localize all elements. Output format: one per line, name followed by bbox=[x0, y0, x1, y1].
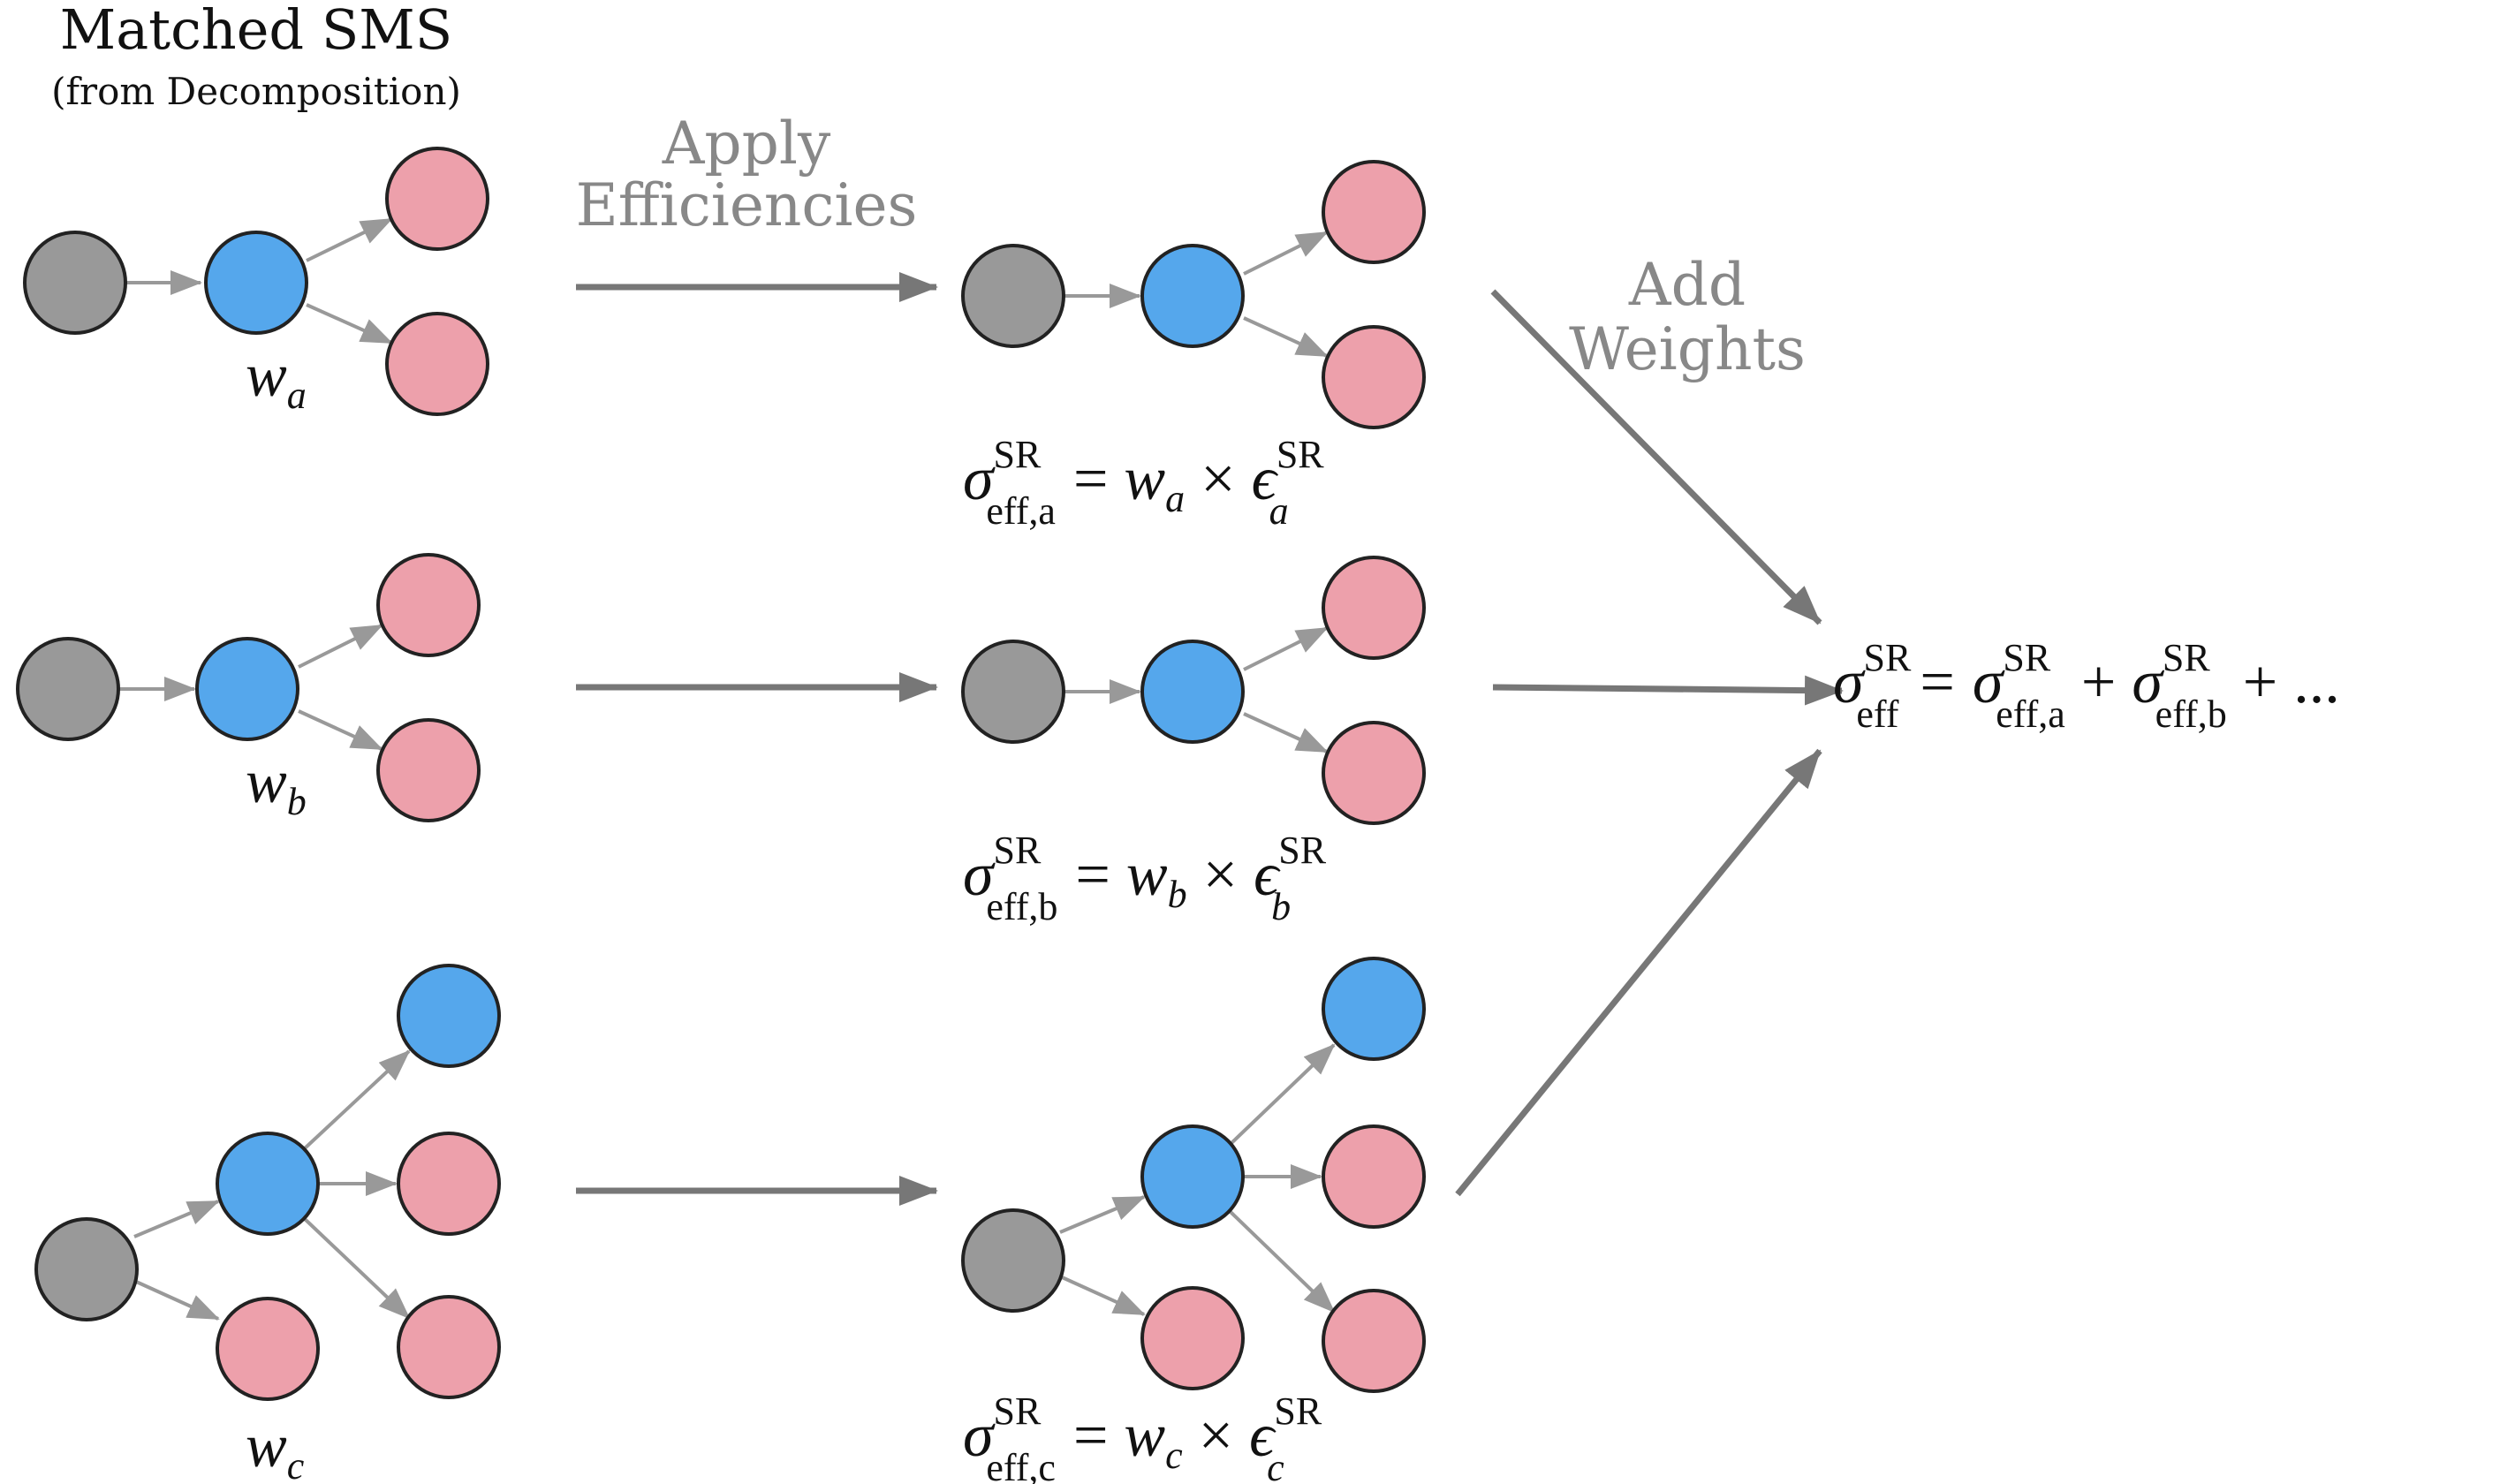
add-arrow-c bbox=[1455, 748, 1822, 1197]
parent-node-gray bbox=[961, 1208, 1065, 1313]
equation-b: σSR eff,b = wb × ϵSR b bbox=[963, 829, 1327, 928]
add-arrow-b bbox=[1492, 675, 1844, 706]
edge bbox=[298, 709, 383, 751]
daughter-node-blue bbox=[1322, 957, 1426, 1061]
parent-node-gray bbox=[961, 244, 1065, 348]
weight-label-a: wa bbox=[246, 342, 307, 417]
diagram-title: Matched SMS bbox=[60, 0, 453, 62]
edge bbox=[306, 303, 393, 344]
edge bbox=[298, 624, 383, 669]
daughter-node-pink bbox=[376, 718, 481, 822]
daughter-node-pink bbox=[397, 1295, 501, 1399]
mother-node-blue bbox=[204, 231, 308, 335]
add-arrow-a bbox=[1490, 289, 1822, 625]
edge bbox=[1059, 1275, 1146, 1316]
weight-label-b: wb bbox=[246, 748, 307, 823]
edge bbox=[1229, 1210, 1336, 1314]
add-label-line2: Weights bbox=[1569, 315, 1806, 383]
daughter-node-pink bbox=[385, 312, 489, 416]
edge bbox=[1229, 1043, 1336, 1146]
topology-b-right bbox=[961, 556, 1426, 825]
daughter-node-pink bbox=[1322, 1289, 1426, 1393]
apply-label-line1: Apply bbox=[662, 110, 831, 178]
edge bbox=[1243, 626, 1329, 671]
daughter-node-pink bbox=[376, 553, 481, 657]
equation-c: σSR eff,c = wc × ϵSR c bbox=[963, 1389, 1322, 1484]
mother-node-blue bbox=[1140, 640, 1245, 744]
topology-a-right bbox=[961, 160, 1426, 429]
topology-a-left bbox=[23, 147, 489, 416]
parent-node-gray bbox=[16, 637, 120, 741]
daughter-node-blue bbox=[397, 964, 501, 1068]
daughter-node-pink bbox=[216, 1297, 320, 1401]
edge bbox=[1059, 1195, 1146, 1234]
edge bbox=[303, 1217, 411, 1320]
edge bbox=[306, 217, 393, 262]
total-equation: σSR eff = σSR eff,a + σSR eff,b +... bbox=[1833, 636, 2340, 736]
daughter-node-pink bbox=[1322, 160, 1426, 264]
daughter-node-pink bbox=[397, 1132, 501, 1236]
daughter-node-pink bbox=[1140, 1286, 1245, 1390]
mother-node-blue bbox=[195, 637, 299, 741]
edge bbox=[133, 1279, 220, 1321]
daughter-node-pink bbox=[1322, 1124, 1426, 1229]
edge bbox=[1243, 231, 1329, 276]
mother-node-blue bbox=[216, 1132, 320, 1236]
topology-c-left bbox=[34, 964, 501, 1401]
edge bbox=[1243, 316, 1329, 358]
parent-node-gray bbox=[34, 1217, 139, 1321]
parent-node-gray bbox=[961, 640, 1065, 744]
weight-label-c: wc bbox=[246, 1412, 305, 1484]
topology-b-left bbox=[16, 553, 481, 822]
edge bbox=[1243, 712, 1329, 753]
parent-node-gray bbox=[23, 231, 127, 335]
mother-node-blue bbox=[1140, 1124, 1245, 1229]
add-label-line1: Add bbox=[1628, 251, 1746, 319]
edge bbox=[133, 1200, 220, 1238]
topology-c-right bbox=[961, 957, 1426, 1393]
apply-label-line2: Efficiencies bbox=[576, 171, 918, 239]
edge bbox=[303, 1049, 411, 1150]
mother-node-blue bbox=[1140, 244, 1245, 348]
daughter-node-pink bbox=[1322, 721, 1426, 825]
daughter-node-pink bbox=[385, 147, 489, 251]
daughter-node-pink bbox=[1322, 325, 1426, 429]
daughter-node-pink bbox=[1322, 556, 1426, 660]
equation-a: σSR eff,a = wa × ϵSR a bbox=[963, 433, 1324, 533]
diagram-subtitle: (from Decomposition) bbox=[51, 70, 461, 113]
